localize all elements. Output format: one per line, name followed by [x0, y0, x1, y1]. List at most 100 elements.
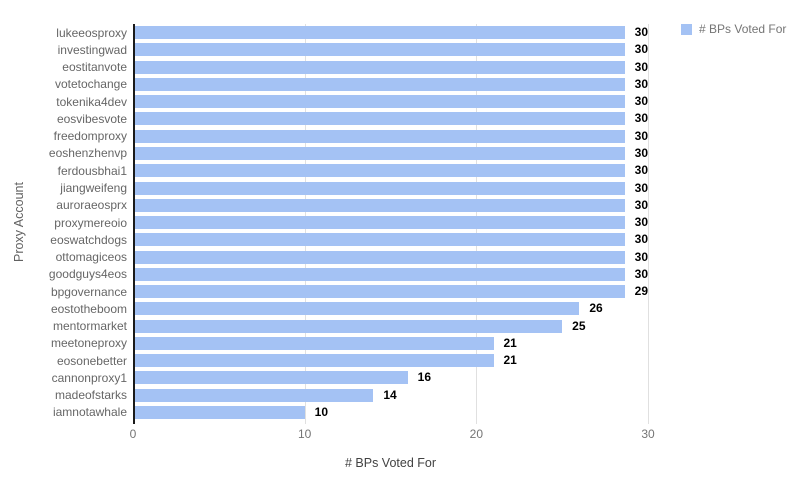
y-axis-label-proxymereoio: proxymereoio — [54, 215, 127, 230]
y-axis-label-goodguys4eos: goodguys4eos — [48, 267, 127, 282]
bar-goodguys4eos[interactable] — [133, 267, 625, 281]
bar-value-label: 30 — [634, 59, 648, 74]
bar-value-label: 21 — [503, 353, 517, 368]
x-axis-ticks: 0 10 20 30 — [130, 427, 655, 443]
bar-value-label: 30 — [634, 232, 648, 247]
x-axis-title: # BPs Voted For — [344, 456, 437, 470]
y-axis-label-meetoneproxy: meetoneproxy — [50, 336, 127, 351]
bar-proxymereoio[interactable] — [133, 216, 625, 230]
bar-value-label: 21 — [503, 335, 517, 350]
bar-votetochange[interactable] — [133, 77, 625, 91]
bar-bpgovernance[interactable] — [133, 285, 625, 299]
y-axis-label-freedomproxy: freedomproxy — [53, 129, 127, 144]
bar-row: 14 — [133, 387, 648, 404]
legend-label: # BPs Voted For — [699, 22, 787, 36]
y-axis-label-eosonebetter: eosonebetter — [56, 353, 127, 368]
y-axis-label-bpgovernance: bpgovernance — [50, 284, 127, 299]
bar-value-label: 14 — [383, 387, 397, 402]
bar-row: 30 — [133, 93, 648, 110]
bar-row: 21 — [133, 352, 648, 369]
bar-row: 30 — [133, 214, 648, 231]
bar-value-label: 26 — [589, 301, 603, 316]
bar-row: 30 — [133, 145, 648, 162]
bar-auroraeosprx[interactable] — [133, 198, 625, 212]
bar-row: 30 — [133, 128, 648, 145]
bar-mentormarket[interactable] — [133, 319, 563, 333]
bar-freedomproxy[interactable] — [133, 129, 625, 143]
y-axis-label-mentormarket: mentormarket — [52, 319, 127, 334]
bar-value-label: 25 — [572, 318, 586, 333]
bar-row: 29 — [133, 283, 648, 300]
bar-value-label: 30 — [634, 145, 648, 160]
y-axis-label-tokenika4dev: tokenika4dev — [56, 94, 127, 109]
bar-jiangweifeng[interactable] — [133, 181, 625, 195]
bar-eosvibesvote[interactable] — [133, 112, 625, 126]
bar-value-label: 30 — [634, 76, 648, 91]
bar-row: 30 — [133, 179, 648, 196]
bar-cannonproxy1[interactable] — [133, 371, 408, 385]
bar-eoshenzhenvp[interactable] — [133, 146, 625, 160]
y-axis-label-eosvibesvote: eosvibesvote — [56, 111, 127, 126]
bar-value-label: 10 — [314, 404, 329, 419]
y-axis-label-cannonproxy1: cannonproxy1 — [51, 370, 127, 385]
y-axis-label-auroraeosprx: auroraeosprx — [56, 198, 127, 213]
bar-row: 30 — [133, 59, 648, 76]
y-axis-label-eostitanvote: eostitanvote — [62, 60, 127, 75]
bar-value-label: 30 — [634, 266, 648, 281]
bar-eostitanvote[interactable] — [133, 60, 625, 74]
bar-lukeeosproxy[interactable] — [133, 26, 625, 40]
bar-value-label: 30 — [634, 197, 648, 212]
bar-ferdousbhai1[interactable] — [133, 164, 625, 178]
bar-row: 30 — [133, 24, 648, 41]
y-axis-label-eostotheboom: eostotheboom — [50, 301, 127, 316]
bar-value-label: 30 — [634, 25, 648, 40]
bar-row: 25 — [133, 318, 648, 335]
bar-ottomagiceos[interactable] — [133, 250, 625, 264]
y-axis-label-votetochange: votetochange — [54, 77, 127, 92]
bar-tokenika4dev[interactable] — [133, 95, 625, 109]
bar-row: 16 — [133, 369, 648, 386]
bar-value-label: 30 — [634, 94, 648, 109]
x-axis-tick-30: 30 — [641, 427, 655, 441]
bar-eosonebetter[interactable] — [133, 354, 494, 368]
bar-eostotheboom[interactable] — [133, 302, 580, 316]
y-axis-label-madeofstarks: madeofstarks — [54, 388, 127, 403]
bar-value-label: 30 — [634, 111, 648, 126]
bar-row: 30 — [133, 110, 648, 127]
bar-madeofstarks[interactable] — [133, 388, 374, 402]
y-axis-label-jiangweifeng: jiangweifeng — [60, 181, 127, 196]
y-axis-label-investingwad: investingwad — [57, 42, 127, 57]
bar-row: 30 — [133, 162, 648, 179]
y-axis-label-eoswatchdogs: eoswatchdogs — [50, 232, 127, 247]
bar-value-label: 30 — [634, 128, 648, 143]
y-axis-label-ferdousbhai1: ferdousbhai1 — [57, 163, 127, 178]
bar-investingwad[interactable] — [133, 43, 625, 57]
y-axis-label-ottomagiceos: ottomagiceos — [55, 250, 127, 265]
plot-area: 30 30 30 30 30 30 30 30 30 30 30 30 30 30 30 29 26 25 21 21… — [133, 24, 649, 424]
bar-value-label: 29 — [634, 284, 648, 299]
bar-row: 30 — [133, 76, 648, 93]
bar-value-label: 16 — [417, 370, 432, 385]
bar-row: 21 — [133, 335, 648, 352]
legend: # BPs Voted For — [681, 22, 786, 36]
legend-swatch-icon — [681, 23, 692, 35]
bar-value-label: 30 — [634, 249, 648, 264]
y-axis-labels: lukeeosproxy investingwad eostitanvote vote… — [0, 24, 127, 421]
bar-value-label: 30 — [634, 180, 648, 195]
y-axis-label-eoshenzhenvp: eoshenzhenvp — [48, 146, 127, 161]
bar-value-label: 30 — [634, 42, 648, 57]
bars-container: 30 30 30 30 30 30 30 30 30 30 30 30 30 30 30 29 26 25 21 21… — [133, 24, 648, 421]
bar-meetoneproxy[interactable] — [133, 336, 494, 350]
bar-row: 30 — [133, 266, 648, 283]
bar-eoswatchdogs[interactable] — [133, 233, 625, 247]
y-axis-baseline — [133, 24, 135, 424]
x-axis-tick-10: 10 — [297, 427, 312, 441]
bar-row: 30 — [133, 197, 648, 214]
bar-value-label: 30 — [634, 163, 648, 178]
bar-iamnotawhale[interactable] — [133, 405, 305, 419]
bar-row: 30 — [133, 248, 648, 265]
bar-row: 30 — [133, 41, 648, 58]
gridline-x-30 — [648, 24, 649, 424]
bar-row: 30 — [133, 231, 648, 248]
